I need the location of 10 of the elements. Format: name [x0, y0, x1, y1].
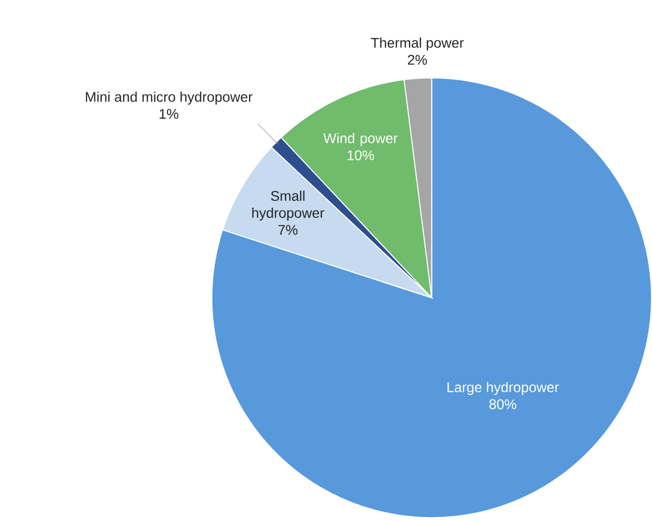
slice-label: Small hydropower [252, 190, 324, 221]
data-label: 1% [160, 109, 178, 119]
data-label: 10% [348, 150, 374, 160]
data-label: 7% [278, 225, 298, 236]
slice-label: Wind power [323, 133, 398, 146]
data-label: 2% [408, 55, 427, 65]
slice-label: Mini and micro hydropower [86, 92, 252, 105]
slice-label: Large hydropower [448, 382, 559, 396]
data-label: 80% [489, 399, 516, 410]
slice-label: Thermal power [370, 38, 464, 51]
